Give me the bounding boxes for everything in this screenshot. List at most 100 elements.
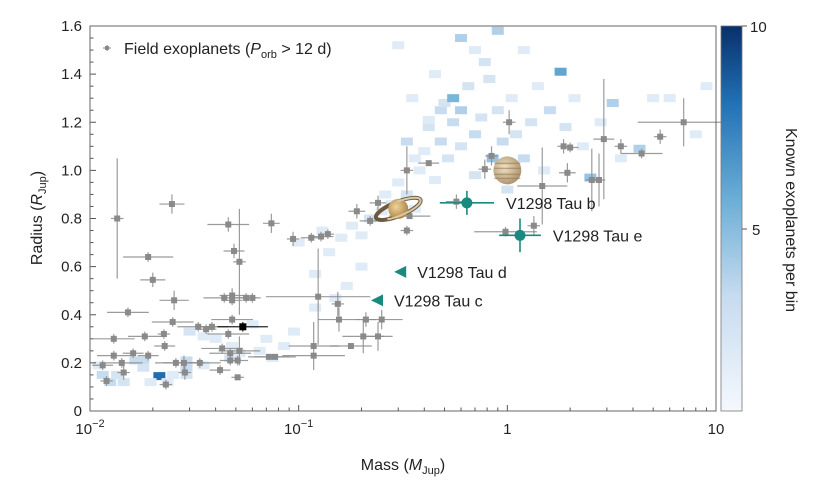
data-marker [141, 333, 148, 340]
heatmap-bin [633, 144, 646, 153]
heatmap-bin [614, 154, 627, 163]
colorbar: 10 5 Known exoplanets per bin [720, 19, 799, 412]
data-marker [375, 199, 382, 206]
heatmap-bin [323, 248, 336, 257]
field-exoplanet-point [178, 365, 192, 380]
axis-ticks: 0 0.2 0.4 0.6 0.8 1.0 1.2 1.4 1.6 10−2 10−1 1 10 [61, 18, 724, 438]
field-exoplanet-point [159, 290, 189, 310]
y-tick-label: 0.6 [61, 259, 82, 276]
data-marker [118, 359, 125, 366]
heatmap-bin [663, 94, 676, 103]
data-marker [638, 150, 645, 157]
data-marker [488, 152, 495, 159]
heatmap-bin [576, 142, 589, 151]
data-marker [367, 217, 374, 224]
upper-limit-triangle-icon [394, 265, 407, 278]
heatmap-bin [568, 94, 581, 103]
heatmap-bin [559, 123, 572, 132]
reference-planets-layer [373, 156, 522, 222]
heatmap-bin [531, 82, 544, 91]
data-marker [481, 166, 488, 173]
y-tick-label: 1.4 [61, 66, 82, 83]
heatmap-bin [277, 342, 290, 351]
field-exoplanet-point [97, 350, 131, 361]
heatmap-bin [406, 94, 419, 103]
data-marker [114, 215, 121, 222]
highlighted-planet-point [217, 321, 268, 332]
heatmap-bin [153, 372, 166, 381]
v1298-label: V1298 Tau d [417, 265, 507, 282]
heatmap-bin [355, 262, 368, 271]
heatmap-bin [606, 99, 619, 107]
heatmap-bin [345, 221, 358, 230]
field-exoplanet-point [154, 341, 176, 351]
data-marker [99, 362, 106, 369]
data-marker [403, 167, 410, 174]
data-marker [234, 374, 241, 381]
heatmap-bin [469, 46, 482, 55]
data-marker [318, 233, 325, 240]
heatmap-bin [505, 94, 518, 103]
field-exoplanet-point [286, 231, 300, 247]
data-marker [539, 183, 546, 190]
heatmap-bin [491, 26, 504, 35]
heatmap-bin [594, 118, 607, 127]
data-marker [162, 381, 169, 388]
heatmap-bin [475, 113, 488, 122]
heatmap-bin [469, 130, 482, 139]
heatmap-bin [509, 130, 522, 139]
data-marker [130, 350, 137, 357]
y-tick-label: 0 [74, 403, 82, 420]
y-axis-label: Radius (RJup) [29, 171, 49, 265]
heatmap-bin [438, 99, 451, 107]
data-marker [403, 227, 410, 234]
heatmap-bin [329, 293, 342, 302]
data-marker [315, 293, 322, 300]
legend-label: Field exoplanets (Porb > 12 d) [124, 41, 332, 61]
data-marker [335, 316, 342, 323]
x-tick-label: 10−2 [75, 418, 104, 438]
data-marker [124, 309, 131, 316]
heatmap-bin [689, 130, 702, 139]
heatmap-bin [104, 378, 117, 387]
field-exoplanet-point [318, 307, 360, 332]
heatmap-bin [501, 185, 514, 194]
data-marker [234, 357, 241, 364]
heatmap-bin [379, 190, 392, 199]
heatmap-bin [309, 303, 322, 312]
field-exoplanet-point [110, 158, 124, 279]
heatmap-bin [335, 233, 348, 242]
v1298-marker [461, 197, 473, 209]
x-tick-label: 10−1 [284, 418, 313, 438]
data-marker [160, 331, 167, 337]
field-exoplanet-point [100, 376, 113, 386]
field-exoplanet-point [485, 146, 498, 166]
field-exoplanet-point [227, 355, 249, 366]
data-marker [310, 352, 317, 359]
y-tick-label: 0.4 [61, 307, 82, 324]
heatmap-bin [183, 327, 196, 336]
y-tick-label: 1.6 [61, 18, 82, 35]
data-marker [290, 235, 297, 242]
field-exoplanet-point [209, 365, 231, 375]
data-marker [567, 144, 574, 151]
data-marker [560, 143, 567, 150]
data-marker [360, 333, 367, 340]
data-marker [236, 347, 243, 354]
data-marker [530, 222, 537, 229]
field-exoplanet-point [527, 216, 541, 236]
heatmap-bin [392, 41, 405, 50]
field-exoplanet-point [559, 163, 576, 183]
data-marker [334, 300, 341, 307]
field-exoplanet-point [593, 78, 615, 200]
field-exoplanet-point [207, 217, 250, 232]
data-marker [227, 350, 234, 357]
data-marker [406, 213, 413, 220]
field-exoplanet-point [265, 248, 371, 345]
field-exoplanet-point [92, 334, 135, 344]
heatmap-bin [647, 94, 660, 103]
heatmap-bin [129, 356, 142, 365]
data-marker [110, 335, 117, 342]
field-exoplanet-point [348, 204, 366, 219]
